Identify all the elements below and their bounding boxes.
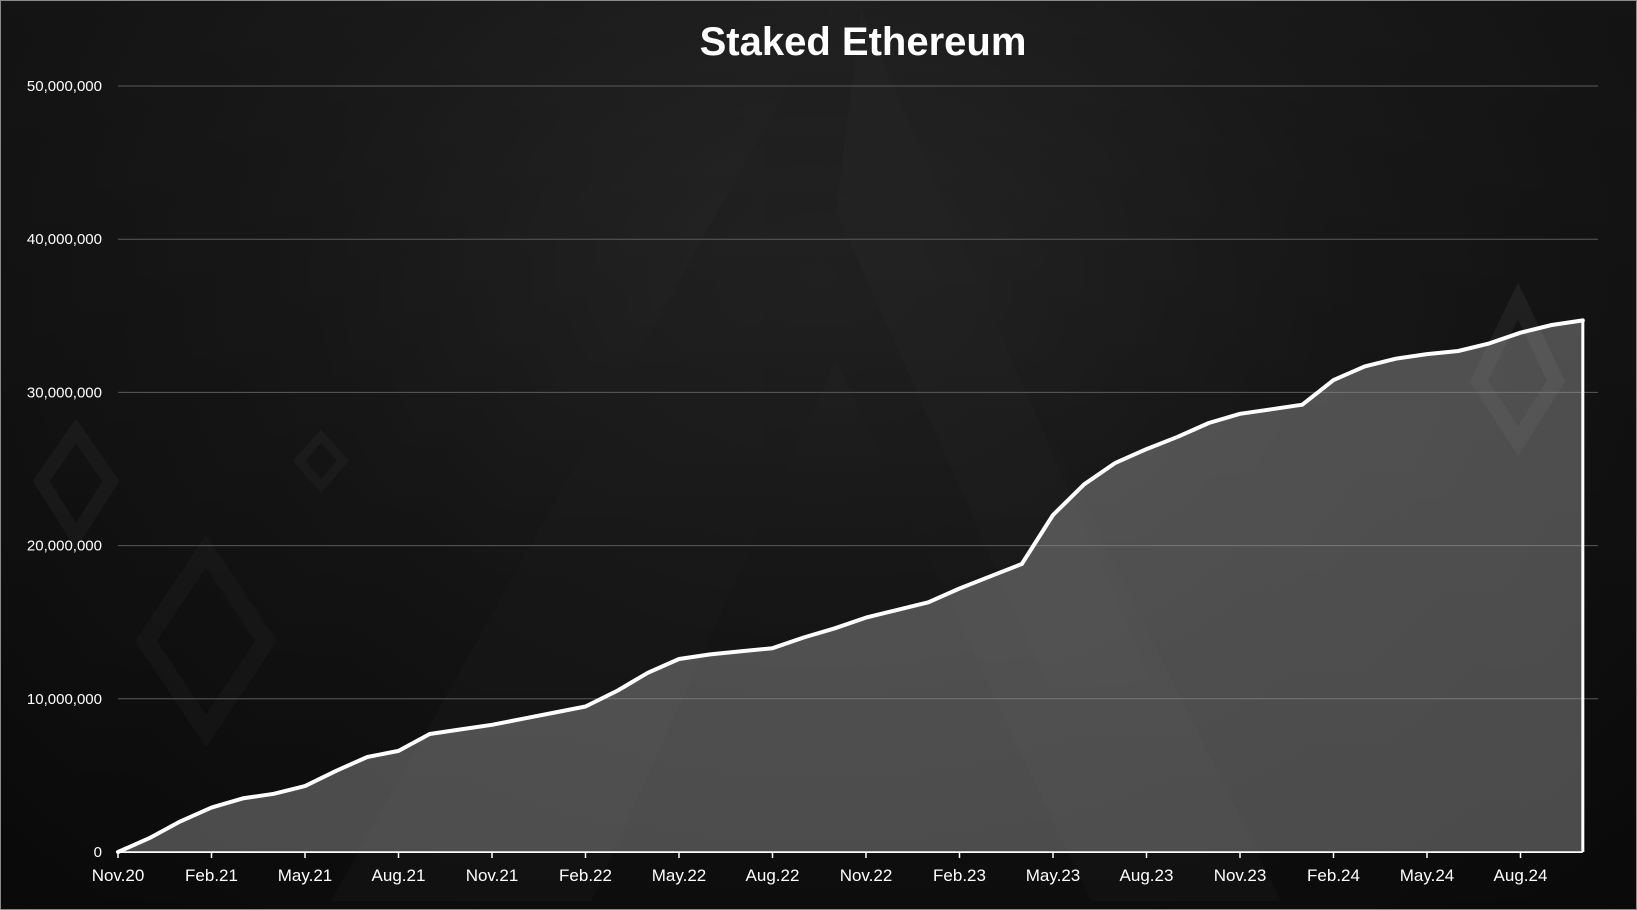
data-point <box>1145 448 1148 450</box>
series-area <box>118 320 1583 852</box>
data-point <box>1270 408 1272 411</box>
series-layer <box>116 318 1585 854</box>
x-axis: Nov.20 Feb.21 May.21 Aug.21 Nov.21 Feb.22 May.… <box>92 851 1583 885</box>
data-point <box>958 587 961 590</box>
data-point <box>522 717 524 720</box>
data-point <box>584 705 587 708</box>
data-point <box>553 711 556 714</box>
data-point <box>304 785 306 787</box>
x-tick-label: Feb.21 <box>185 866 238 885</box>
data-point <box>1239 413 1241 415</box>
x-tick-label: May.24 <box>1400 866 1455 885</box>
x-tick-label: Aug.22 <box>746 866 800 885</box>
data-point <box>678 658 680 660</box>
x-tick-label: May.22 <box>652 866 707 885</box>
data-point <box>1021 563 1023 565</box>
data-point <box>460 728 462 731</box>
data-point <box>1176 436 1179 438</box>
data-point <box>397 750 400 752</box>
x-tick-label: Aug.23 <box>1120 866 1174 885</box>
data-point <box>491 724 493 726</box>
y-tick-label: 0 <box>94 844 102 861</box>
x-tick-label: May.21 <box>278 866 333 885</box>
data-point <box>1363 365 1366 368</box>
data-point <box>740 650 743 653</box>
data-point <box>1052 514 1054 516</box>
x-tick-label: Nov.22 <box>840 866 893 885</box>
y-tick-label: 10,000,000 <box>27 691 102 708</box>
data-point <box>865 616 867 619</box>
x-tick-label: Nov.20 <box>92 866 145 885</box>
x-tick-label: Aug.24 <box>1494 866 1548 885</box>
data-point <box>241 797 244 800</box>
x-tick-label: Aug.21 <box>372 866 426 885</box>
data-point <box>771 647 774 650</box>
y-tick-label: 30,000,000 <box>27 384 102 401</box>
x-tick-label: May.23 <box>1026 866 1081 885</box>
x-tick-label: Nov.21 <box>466 866 519 885</box>
data-point <box>1395 357 1397 360</box>
chart-title: Staked Ethereum <box>700 20 1027 64</box>
gridlines <box>118 85 1598 700</box>
data-point <box>335 770 337 772</box>
data-point <box>428 733 431 735</box>
data-point <box>148 837 150 840</box>
data-point <box>117 851 119 853</box>
data-point <box>366 756 369 758</box>
data-point <box>709 653 711 656</box>
data-point <box>802 636 805 639</box>
y-tick-label: 40,000,000 <box>27 231 102 248</box>
data-point <box>1332 379 1335 381</box>
data-point <box>615 690 618 692</box>
data-point <box>1457 350 1459 352</box>
data-point <box>1550 324 1553 326</box>
x-tick-label: Feb.22 <box>559 866 612 885</box>
data-point <box>896 609 898 611</box>
data-point <box>1208 422 1210 424</box>
series-line <box>116 318 1585 854</box>
data-point <box>927 601 930 604</box>
data-point <box>834 627 836 630</box>
x-tick-label: Feb.23 <box>933 866 986 885</box>
data-point <box>1488 342 1491 345</box>
x-tick-label: Feb.24 <box>1307 866 1360 885</box>
y-tick-label: 50,000,000 <box>27 78 102 95</box>
data-point <box>1301 403 1304 406</box>
data-point <box>1083 483 1085 486</box>
data-point <box>210 806 213 809</box>
data-point <box>989 575 992 578</box>
data-point <box>1519 331 1522 334</box>
data-point <box>273 792 275 795</box>
y-tick-label: 20,000,000 <box>27 538 102 555</box>
data-point <box>179 820 182 823</box>
data-point <box>1582 319 1584 322</box>
data-point <box>1426 353 1428 355</box>
data-point <box>1114 462 1117 464</box>
data-point <box>647 671 649 674</box>
x-tick-label: Nov.23 <box>1214 866 1267 885</box>
y-axis: 0 10,000,000 20,000,000 30,000,000 40,000,00… <box>27 78 102 861</box>
